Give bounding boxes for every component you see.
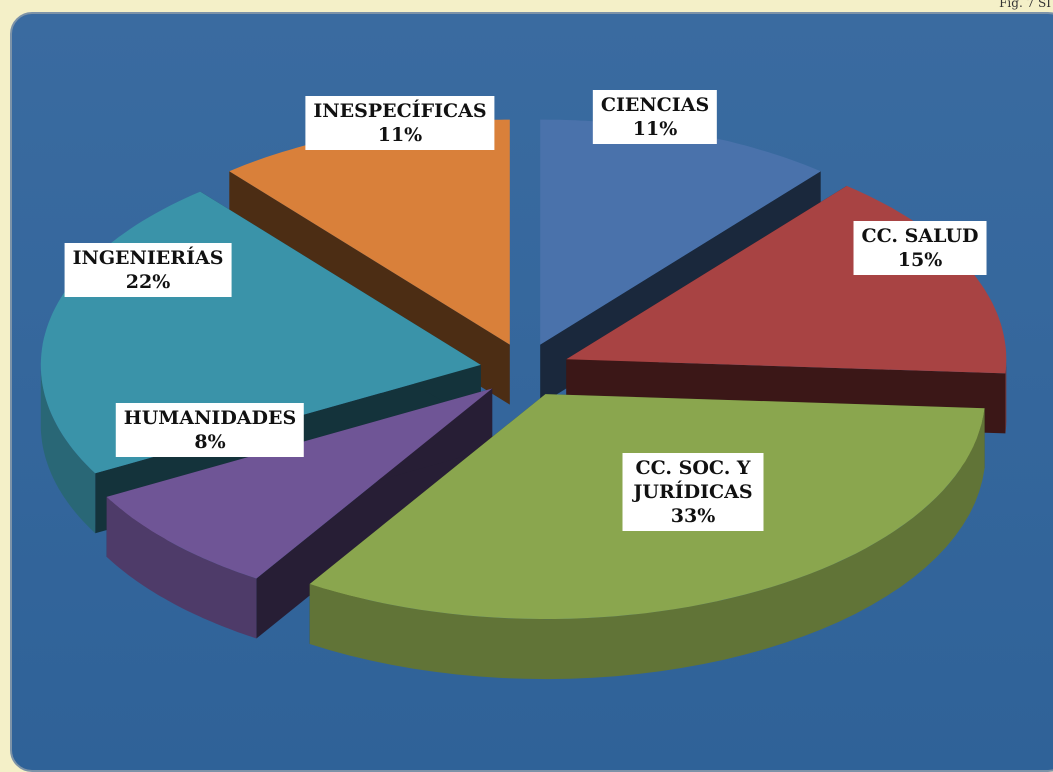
value-label: 11% xyxy=(632,118,678,140)
value-label: 8% xyxy=(194,431,226,453)
slice xyxy=(106,388,493,579)
category-label: CIENCIAS xyxy=(600,94,710,116)
slice-rim xyxy=(40,364,96,534)
category-label: INESPECÍFICAS xyxy=(313,100,487,122)
value-label: 15% xyxy=(897,249,943,271)
category-label: CC. SALUD xyxy=(861,225,979,247)
data-label: CC. SOC. Y JURÍDICAS 33% xyxy=(622,453,764,531)
caption: Fig. 7 SI xyxy=(999,0,1051,10)
category-label: HUMANIDADES xyxy=(123,407,297,429)
data-label: INESPECÍFICAS 11% xyxy=(305,96,495,150)
category-label: CC. SOC. Y JURÍDICAS xyxy=(633,457,753,503)
slice xyxy=(229,119,510,345)
slice-rim xyxy=(309,408,985,680)
slice xyxy=(540,119,821,345)
data-label: CC. SALUD 15% xyxy=(853,221,987,275)
slice-rim xyxy=(106,496,257,639)
data-label: HUMANIDADES 8% xyxy=(115,403,305,457)
value-label: 33% xyxy=(670,505,716,527)
value-label: 22% xyxy=(125,271,171,293)
value-label: 11% xyxy=(377,124,423,146)
data-label: INGENIERÍAS 22% xyxy=(64,243,232,297)
data-label: CIENCIAS 11% xyxy=(592,90,718,144)
category-label: INGENIERÍAS xyxy=(72,247,224,269)
slice-rim xyxy=(1005,359,1007,434)
